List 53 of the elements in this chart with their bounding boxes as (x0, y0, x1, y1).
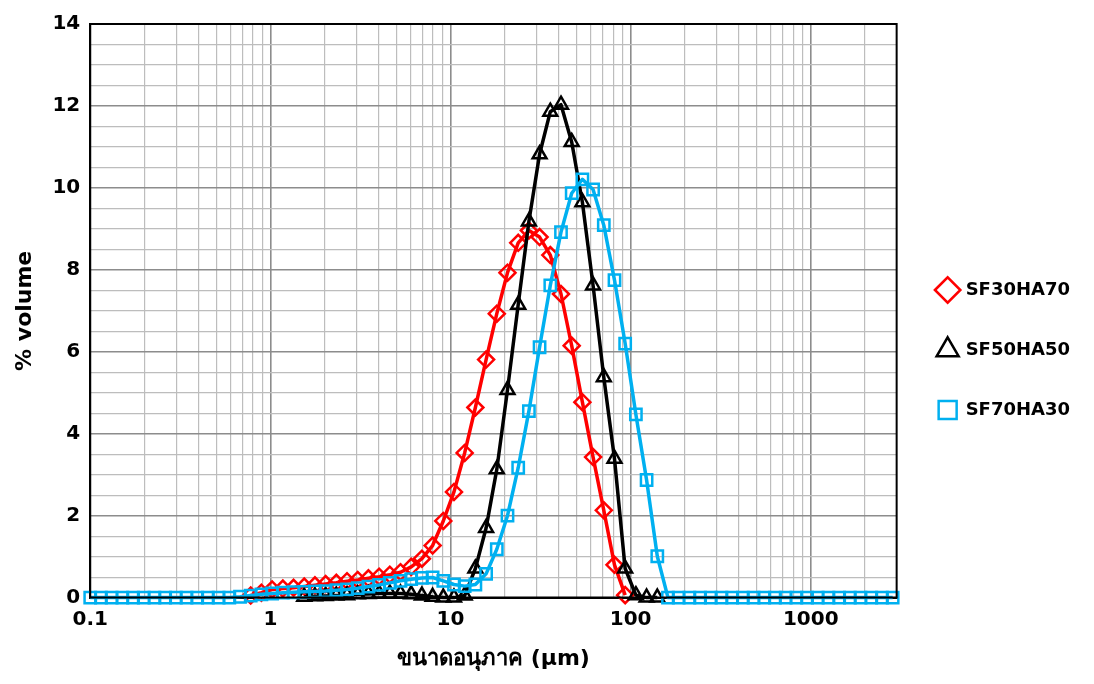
point (574, 192, 591, 208)
point (444, 482, 464, 502)
x-axis-title: ขนาดอนุภาค (µm) (396, 644, 590, 672)
y-tick-label: 10 (52, 174, 81, 199)
point (510, 295, 527, 310)
point (487, 304, 507, 323)
point (616, 559, 634, 574)
point (424, 587, 441, 603)
point (594, 501, 614, 520)
point (455, 443, 474, 463)
point (584, 276, 602, 291)
x-tick-label: 1000 (782, 605, 839, 630)
point (445, 588, 463, 603)
point (595, 367, 612, 383)
legend-label: SF30HA70 (965, 277, 1071, 299)
point (498, 263, 517, 282)
point (499, 380, 516, 396)
y-tick-label: 6 (66, 337, 81, 362)
point (520, 212, 538, 227)
point (562, 336, 581, 355)
point (434, 511, 453, 531)
y-tick-label: 14 (52, 10, 81, 35)
point (531, 145, 548, 160)
y-tick-label: 4 (66, 419, 81, 444)
point (542, 102, 559, 117)
point (488, 460, 505, 475)
y-axis-title: % volume (10, 250, 36, 371)
y-tick-label: 12 (52, 92, 81, 117)
point (583, 447, 603, 467)
point (413, 586, 431, 601)
point (606, 449, 623, 464)
y-tick-label: 8 (66, 256, 81, 281)
point (435, 588, 452, 603)
point (423, 536, 442, 555)
point (476, 350, 496, 369)
point (573, 392, 592, 412)
x-tick-label: 0.1 (72, 605, 108, 630)
y-tick-label: 2 (66, 501, 81, 526)
x-tick-label: 10 (436, 605, 465, 630)
y-tick-label: 0 (66, 583, 81, 608)
point (466, 398, 485, 417)
point (477, 518, 495, 534)
point (627, 585, 645, 601)
x-tick-label: 100 (609, 605, 652, 630)
x-tick-label: 1 (263, 605, 278, 630)
point (530, 227, 549, 247)
legend-label: SF50HA50 (965, 337, 1071, 359)
point (551, 284, 571, 304)
point (412, 549, 432, 568)
point (552, 95, 570, 110)
point (563, 132, 580, 148)
point (638, 588, 655, 603)
legend-label: SF70HA30 (965, 397, 1071, 419)
